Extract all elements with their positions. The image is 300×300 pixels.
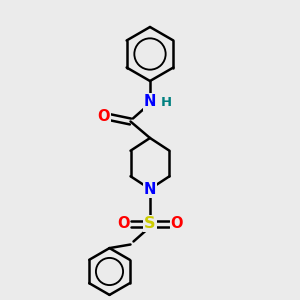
Text: H: H xyxy=(161,95,172,109)
Text: S: S xyxy=(144,216,156,231)
Text: O: O xyxy=(97,110,110,124)
Text: N: N xyxy=(144,182,156,196)
Text: O: O xyxy=(171,216,183,231)
Text: N: N xyxy=(144,94,156,110)
Text: O: O xyxy=(117,216,129,231)
